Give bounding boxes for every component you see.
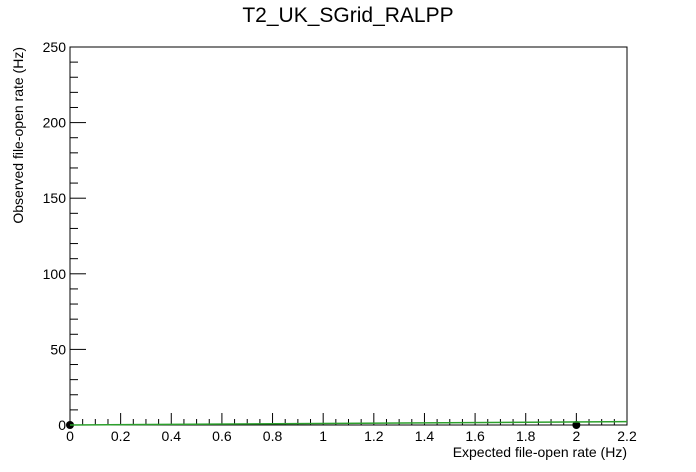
y-tick-label: 0 [58,417,66,433]
x-tick-label: 1.4 [415,428,435,444]
data-point [572,421,581,429]
x-tick-label: 1 [319,428,327,444]
x-tick-label: 0.8 [263,428,283,444]
x-tick-label: 0.2 [111,428,131,444]
reference-line [69,420,628,426]
chart-title: T2_UK_SGrid_RALPP [242,4,454,27]
x-tick-label: 1.6 [465,428,485,444]
x-tick-label: 0.4 [162,428,182,444]
x-tick-label: 2.2 [617,428,637,444]
x-tick-label: 1.8 [516,428,536,444]
y-tick-label: 100 [43,266,67,282]
x-tick-label: 0.6 [212,428,232,444]
x-axis-label: Expected file-open rate (Hz) [453,444,627,460]
x-tick-label: 2 [572,428,580,444]
y-tick-label: 50 [50,341,66,357]
y-axis-label: Observed file-open rate (Hz) [10,47,26,224]
y-tick-label: 200 [43,115,67,131]
x-tick-label: 0 [66,428,74,444]
x-tick-label: 1.2 [364,428,384,444]
plot-frame [69,46,628,426]
y-tick-label: 150 [43,190,67,206]
y-tick-label: 250 [43,39,67,55]
